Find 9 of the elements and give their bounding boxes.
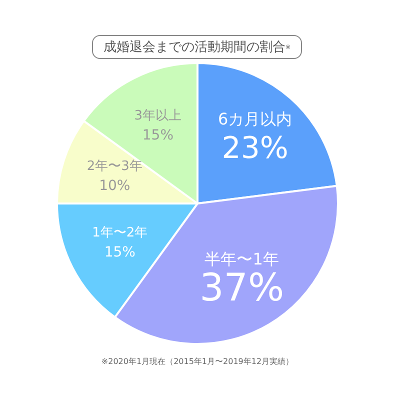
slice-label: 3年以上	[134, 108, 182, 124]
data-label: 15%	[142, 128, 174, 144]
text: ※2020年1月現在（2015年1月〜2019年12月実績）	[100, 356, 295, 367]
slice-label: 2年〜3年	[86, 158, 142, 174]
data-label: 15%	[104, 244, 136, 261]
data-label: 10%	[99, 178, 130, 194]
data-label: 23%	[222, 130, 288, 166]
slice-label: 1年〜2年	[92, 225, 148, 240]
slice-label: 6カ月以内	[218, 109, 292, 128]
